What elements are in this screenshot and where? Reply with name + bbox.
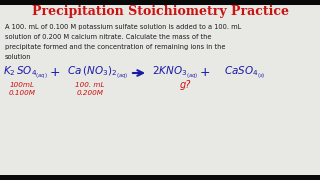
Polygon shape [0, 0, 320, 5]
Text: 0.200M: 0.200M [76, 90, 103, 96]
Text: 0.100M: 0.100M [9, 90, 36, 96]
Text: $Ca\,(NO_3)_{2_{(aq)}}$: $Ca\,(NO_3)_{2_{(aq)}}$ [67, 65, 127, 81]
Text: 100. mL: 100. mL [75, 82, 105, 88]
Text: $K_2\,SO_{4_{(aq)}}$: $K_2\,SO_{4_{(aq)}}$ [3, 65, 47, 81]
Text: g?: g? [179, 80, 191, 90]
Text: +: + [200, 66, 210, 78]
Text: $2KNO_{3_{(aq)}}$: $2KNO_{3_{(aq)}}$ [152, 65, 198, 81]
Polygon shape [0, 175, 320, 180]
Text: +: + [50, 66, 60, 78]
Text: 100mL: 100mL [10, 82, 35, 88]
Text: solution of 0.200 M calcium nitrate. Calculate the mass of the: solution of 0.200 M calcium nitrate. Cal… [5, 34, 212, 40]
Text: A 100. mL of 0.100 M potassium sulfate solution is added to a 100. mL: A 100. mL of 0.100 M potassium sulfate s… [5, 24, 241, 30]
Text: precipitate formed and the concentration of remaining ions in the: precipitate formed and the concentration… [5, 44, 226, 50]
Text: Precipitation Stoichiometry Practice: Precipitation Stoichiometry Practice [31, 6, 289, 19]
Text: solution: solution [5, 54, 31, 60]
Text: $CaSO_{4_{(s)}}$: $CaSO_{4_{(s)}}$ [224, 65, 266, 81]
